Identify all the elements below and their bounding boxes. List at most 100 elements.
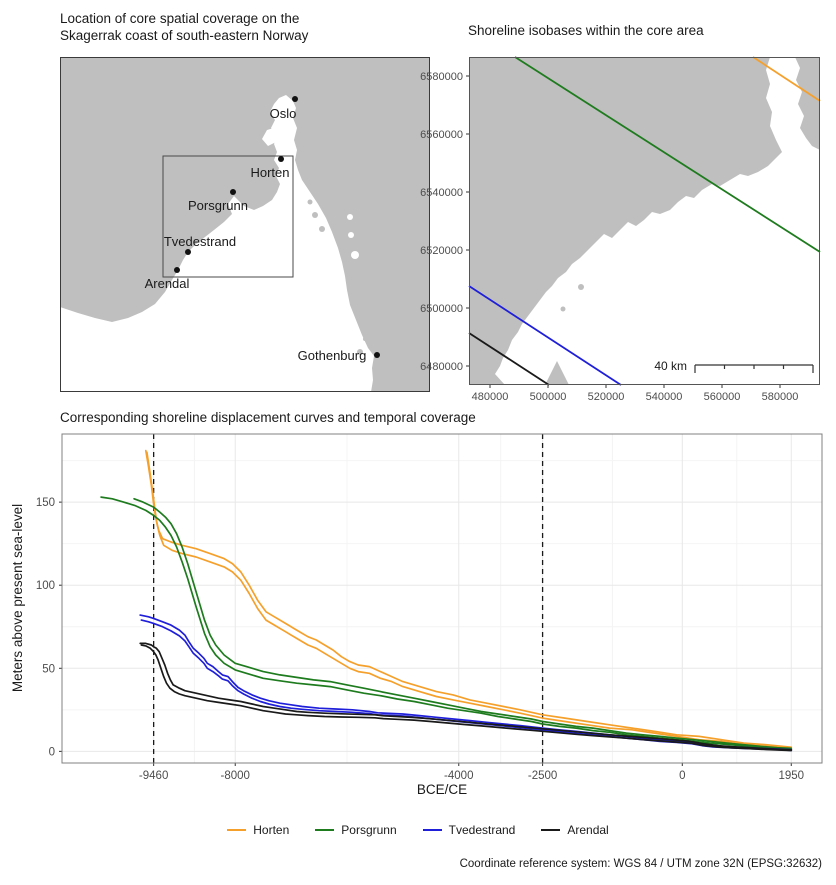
city-label: Porsgrunn	[188, 198, 248, 213]
island	[578, 284, 584, 290]
y-tick-label: 0	[49, 746, 55, 758]
isobase-axes: 480000 500000 520000 540000 560000 580000 6580…	[420, 71, 798, 403]
isobase-line-horten	[752, 56, 821, 102]
city-tvedestrand: Tvedestrand	[164, 234, 236, 255]
x-tick-label: 560000	[704, 391, 741, 403]
city-marker	[230, 189, 236, 195]
curve-porsgrunn-upper	[133, 497, 793, 750]
legend-label: Porsgrunn	[341, 823, 397, 837]
island	[560, 306, 566, 312]
city-marker	[292, 96, 298, 102]
overview-sea	[60, 95, 374, 392]
city-marker	[185, 249, 191, 255]
city-oslo: Oslo	[270, 96, 298, 121]
coast-inlet	[347, 214, 353, 220]
overview-map-title-line1: Location of core spatial coverage on the	[60, 11, 300, 26]
overview-panel-border	[60, 57, 430, 392]
x-tick-label: -9460	[139, 770, 168, 782]
y-tick-label: 100	[36, 580, 55, 592]
crs-caption: Coordinate reference system: WGS 84 / UT…	[459, 858, 822, 870]
city-horten: Horten	[250, 156, 290, 180]
overview-map: Oslo Horten Porsgrunn Tvedestrand Arenda…	[60, 57, 430, 392]
legend-label: Horten	[253, 823, 290, 837]
curve-horten-upper	[144, 449, 793, 749]
x-tick-label: -2500	[528, 770, 557, 782]
legend-item-tvedestrand: Tvedestrand	[422, 823, 516, 837]
island	[312, 212, 318, 218]
island	[319, 226, 325, 232]
coast-inlet	[351, 251, 359, 259]
y-tick-label: 6500000	[420, 303, 463, 315]
curve-arendal-upper	[139, 642, 793, 751]
legend-label: Tvedestrand	[448, 823, 516, 837]
curve-arendal-lower	[140, 644, 793, 752]
isobase-sea	[495, 57, 820, 385]
isobase-map-title: Shoreline isobases within the core area	[468, 23, 704, 38]
city-label: Oslo	[270, 106, 297, 121]
y-tick-label: 6480000	[420, 361, 463, 373]
y-tick-label: 6540000	[420, 187, 463, 199]
city-label: Tvedestrand	[164, 234, 236, 249]
legend-swatch	[227, 829, 247, 831]
legend-item-arendal: Arendal	[541, 823, 609, 837]
overview-map-title-line2: Skagerrak coast of south-eastern Norway	[60, 28, 309, 43]
island	[363, 337, 367, 341]
x-tick-label: 520000	[588, 391, 625, 403]
x-tick-label: -8000	[221, 770, 250, 782]
isobase-line-arendal	[468, 332, 550, 386]
y-tick-label: 50	[42, 663, 55, 675]
y-tick-label: 150	[36, 497, 55, 509]
x-tick-label: 540000	[646, 391, 683, 403]
scalebar	[694, 364, 814, 373]
chart-panel-border	[61, 433, 823, 764]
y-axis-label: Meters above present sea-level	[10, 504, 25, 692]
city-marker	[278, 156, 284, 162]
city-label: Horten	[250, 165, 289, 180]
x-tick-label: 580000	[762, 391, 799, 403]
city-marker	[374, 352, 380, 358]
x-tick-label: 480000	[472, 391, 509, 403]
isobase-line-tvedestrand	[468, 285, 622, 386]
city-gothenburg: Gothenburg	[298, 348, 380, 363]
chart-legend: Horten Porsgrunn Tvedestrand Arendal	[0, 823, 836, 837]
isobase-peninsula	[545, 361, 569, 385]
city-porsgrunn: Porsgrunn	[188, 189, 248, 213]
curve-tvedestrand-upper	[139, 614, 793, 751]
isobase-panel: 40 km 480000 500000 520000 540000 560000 5800…	[420, 56, 821, 403]
chart-series	[100, 434, 793, 763]
displacement-chart: -9460 -8000 -4000 -2500 0 1950 0 50 100 150 BCE/C…	[10, 433, 823, 797]
overview-fjord-branch	[262, 127, 283, 146]
x-tick-label: 1950	[778, 770, 804, 782]
scalebar-label: 40 km	[654, 359, 687, 373]
chart-grid	[62, 434, 822, 763]
city-marker	[174, 267, 180, 273]
x-tick-label: 0	[679, 770, 685, 782]
isobase-map: 40 km 480000 500000 520000 540000 560000 5800…	[420, 56, 821, 403]
legend-item-porsgrunn: Porsgrunn	[315, 823, 397, 837]
city-label: Gothenburg	[298, 348, 367, 363]
legend-label: Arendal	[567, 823, 609, 837]
core-area-rectangle	[162, 155, 294, 278]
y-tick-label: 6580000	[420, 71, 463, 83]
city-arendal: Arendal	[145, 267, 190, 291]
y-tick-label: 6520000	[420, 245, 463, 257]
legend-swatch	[315, 829, 335, 831]
overview-map-title: Location of core spatial coverage on the…	[60, 10, 308, 44]
curve-porsgrunn-lower	[100, 496, 793, 751]
legend-item-horten: Horten	[227, 823, 289, 837]
curve-tvedestrand-lower	[140, 619, 793, 752]
legend-swatch	[541, 829, 561, 831]
island	[357, 349, 363, 355]
isobase-line-porsgrunn	[514, 56, 821, 253]
x-axis-label: BCE/CE	[417, 782, 467, 797]
chart-title: Corresponding shoreline displacement cur…	[60, 410, 476, 425]
island	[307, 199, 313, 205]
x-tick-label: 500000	[530, 391, 567, 403]
city-label: Arendal	[145, 276, 190, 291]
chart-axes: -9460 -8000 -4000 -2500 0 1950 0 50 100 150	[36, 497, 804, 782]
legend-swatch	[422, 829, 442, 831]
coast-inlet	[348, 232, 354, 238]
y-tick-label: 6560000	[420, 129, 463, 141]
isobase-panel-border	[469, 57, 820, 385]
